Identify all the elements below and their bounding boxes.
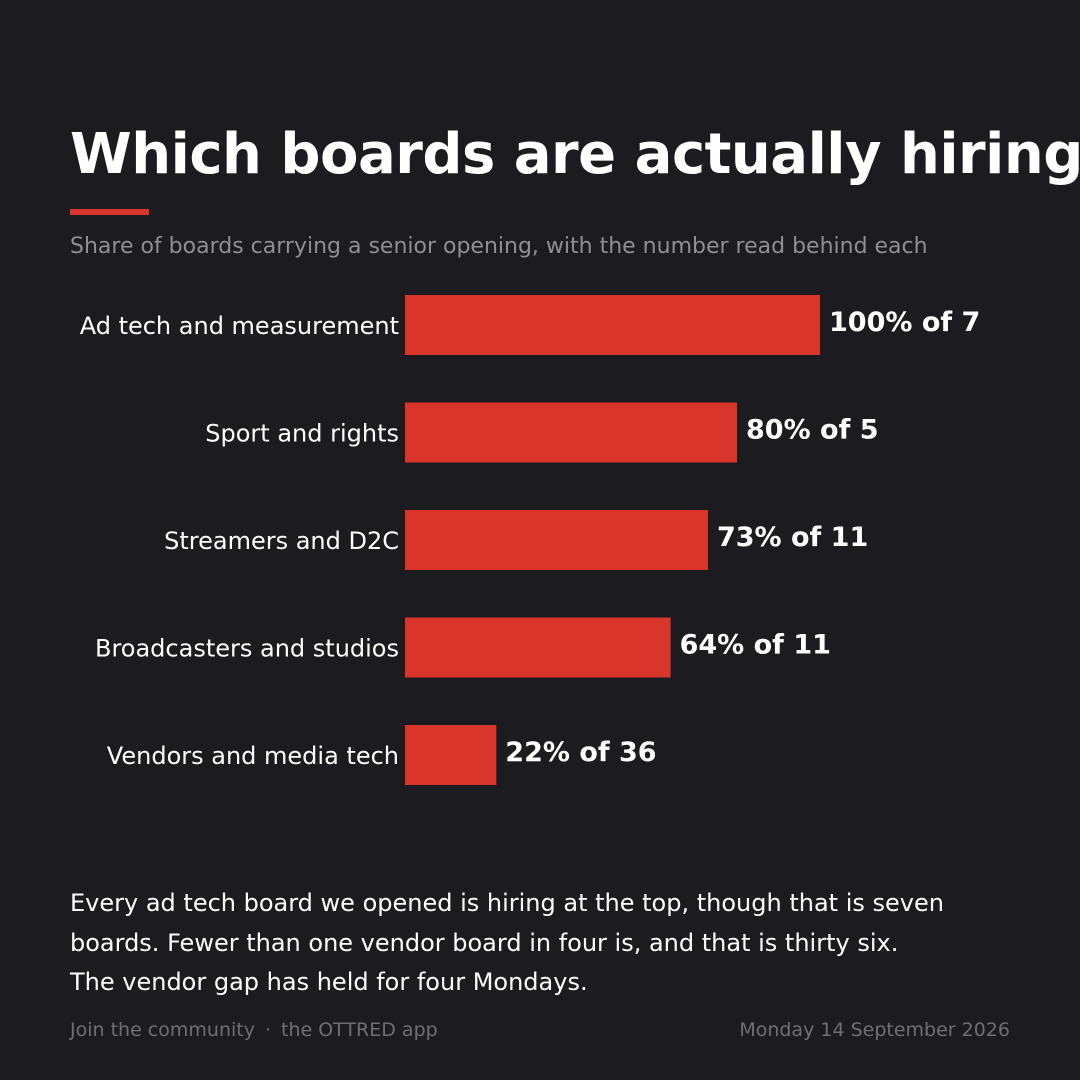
value-label: 100% of 7: [829, 307, 980, 338]
join-community-link[interactable]: Join the community: [70, 1019, 255, 1041]
category-label: Streamers and D2C: [164, 527, 399, 555]
value-label: 73% of 11: [717, 522, 868, 553]
bar: [405, 510, 708, 570]
bar: [405, 617, 671, 678]
footer-links: Join the community · the OTTRED app: [70, 1016, 438, 1044]
app-link[interactable]: the OTTRED app: [281, 1019, 438, 1041]
category-label: Broadcasters and studios: [95, 635, 399, 663]
value-label: 64% of 11: [680, 630, 831, 661]
footer-date: Monday 14 September 2026: [739, 1019, 1010, 1041]
category-label: Ad tech and measurement: [80, 312, 399, 340]
commentary-text: Every ad tech board we opened is hiring …: [70, 889, 944, 996]
footer: Join the community · the OTTRED app Monday…: [70, 1016, 1010, 1044]
value-label: 22% of 36: [505, 737, 656, 768]
value-label: 80% of 5: [746, 415, 879, 446]
category-label: Vendors and media tech: [107, 742, 399, 770]
bar: [405, 295, 820, 355]
chart-subtitle: Share of boards carrying a senior openin…: [70, 234, 928, 259]
chart-title: Which boards are actually hiring: [70, 122, 1080, 187]
footer-separator: ·: [264, 1019, 271, 1041]
accent-rule: [70, 209, 149, 215]
bar: [405, 725, 497, 785]
bar-chart: Ad tech and measurement 100% of 7 Sport an…: [80, 295, 980, 785]
category-label: Sport and rights: [205, 420, 399, 448]
bar: [405, 402, 737, 463]
